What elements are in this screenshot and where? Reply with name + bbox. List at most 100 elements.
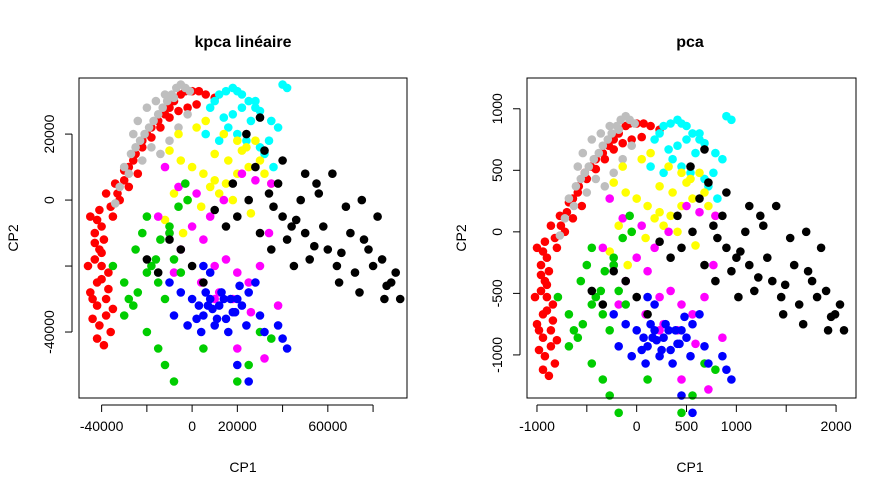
point-s0-30: [194, 86, 204, 96]
point-s7-15: [695, 194, 704, 203]
point-s0-10: [86, 288, 95, 297]
point-s7-38: [673, 211, 682, 221]
point-s0-41: [174, 106, 183, 116]
point-s7-4: [722, 243, 731, 253]
point-s7-2: [255, 228, 265, 238]
point-s0-49: [88, 314, 97, 324]
point-s1-18: [596, 129, 606, 138]
point-s3-1: [176, 156, 186, 165]
panel-kpca: kpca linéaire -40000 0 20000 60000 -40000 0 2…: [5, 34, 408, 475]
point-s7-25: [364, 245, 373, 254]
points-pca: [530, 111, 849, 418]
point-s2-21: [269, 162, 278, 172]
point-s7-45: [142, 255, 152, 264]
point-s0-57: [546, 326, 556, 335]
point-s6-22: [230, 307, 240, 317]
point-s1-29: [555, 231, 565, 240]
point-s6-11: [682, 333, 691, 343]
point-s5-26: [677, 408, 686, 418]
point-s4-19: [614, 300, 623, 309]
point-s0-39: [156, 123, 165, 132]
point-s2-16: [233, 129, 242, 139]
point-s6-2: [632, 326, 641, 335]
point-s6-31: [718, 351, 727, 361]
point-s3-23: [691, 241, 700, 250]
x-axis-pca: -1000 0 500 1000 2000: [519, 404, 852, 434]
point-s7-18: [282, 235, 292, 244]
point-s4-14: [650, 243, 659, 253]
point-s1-1: [126, 149, 136, 159]
point-s7-49: [187, 261, 197, 271]
point-s6-30: [260, 327, 269, 337]
point-s1-25: [156, 149, 165, 159]
point-s5-10: [169, 255, 179, 264]
point-s3-24: [704, 201, 713, 211]
point-s5-5: [587, 243, 597, 253]
point-s3-15: [673, 227, 682, 237]
point-s0-42: [627, 135, 636, 144]
point-s7-42: [780, 280, 790, 290]
point-s6-33: [282, 344, 292, 353]
point-s0-49: [534, 345, 544, 355]
point-s0-14: [95, 321, 104, 330]
point-s5-9: [609, 260, 618, 270]
point-s0-0: [86, 212, 95, 221]
point-s5-21: [627, 227, 636, 237]
point-s5-23: [605, 391, 614, 400]
x-axis-label-kpca: CP1: [229, 459, 256, 475]
point-s5-27: [688, 391, 697, 400]
point-s1-19: [160, 90, 170, 99]
y-tick-label: 1000: [489, 93, 505, 124]
point-s7-38: [228, 179, 238, 188]
point-s7-45: [587, 286, 597, 296]
point-s4-23: [691, 339, 700, 349]
point-s7-44: [826, 312, 836, 322]
point-s0-50: [538, 365, 548, 375]
point-s7-32: [310, 241, 319, 251]
point-s0-48: [97, 248, 106, 258]
point-s7-23: [341, 202, 351, 211]
point-s0-51: [99, 340, 109, 350]
point-s2-13: [282, 83, 292, 93]
point-s2-13: [727, 115, 736, 125]
y-tick-label: -1000: [489, 337, 505, 373]
point-s6-15: [169, 311, 179, 320]
point-s2-23: [659, 168, 668, 178]
point-s1-8: [158, 103, 167, 112]
point-s7-19: [296, 195, 306, 205]
point-s1-5: [589, 154, 599, 164]
point-s0-8: [542, 253, 552, 262]
point-s0-11: [544, 266, 554, 276]
point-s0-6: [546, 342, 556, 351]
point-s2-26: [695, 129, 704, 138]
point-s4-15: [664, 227, 673, 237]
point-s0-41: [618, 138, 627, 148]
point-s4-11: [605, 194, 614, 203]
point-s0-16: [113, 189, 122, 198]
point-s4-7: [677, 300, 686, 309]
point-s7-40: [291, 215, 301, 225]
point-s5-26: [233, 377, 242, 386]
point-s7-36: [210, 205, 219, 215]
points-kpca: [83, 80, 405, 386]
point-s0-38: [147, 133, 156, 142]
point-s3-17: [695, 168, 704, 178]
point-s4-8: [244, 278, 253, 287]
point-s5-15: [133, 288, 143, 297]
point-s6-29: [680, 312, 689, 322]
point-s0-53: [536, 270, 546, 280]
point-s3-28: [224, 156, 233, 165]
point-s1-15: [573, 162, 583, 171]
point-s6-3: [194, 301, 204, 310]
point-s1-27: [174, 123, 183, 132]
point-s3-25: [605, 247, 614, 256]
point-s4-25: [233, 344, 242, 353]
point-s6-32: [722, 365, 731, 375]
point-s7-30: [264, 189, 274, 198]
point-s3-4: [655, 207, 664, 217]
point-s3-1: [621, 188, 630, 197]
point-s4-12: [618, 214, 627, 223]
point-s5-12: [181, 179, 190, 188]
point-s2-11: [273, 123, 283, 132]
point-s6-11: [237, 301, 247, 310]
